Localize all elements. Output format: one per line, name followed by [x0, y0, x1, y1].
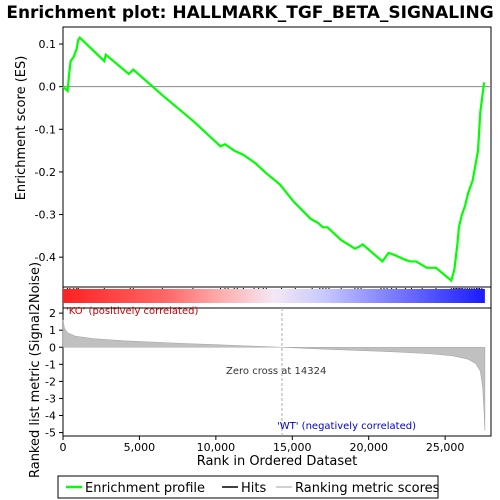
es-panel: 0.1 0.0 -0.1 -0.2 -0.3 -0.4 — [35, 26, 492, 288]
enrichment-profile-line — [62, 35, 486, 283]
zero-cross-annotation: Zero cross at 14324 — [226, 366, 326, 377]
metric-panel-frame — [62, 307, 492, 437]
x-axis-title: Rank in Ordered Dataset — [197, 454, 358, 469]
x-tick-label: 20,000 — [349, 441, 388, 454]
es-y-tick-label: 0.1 — [39, 38, 57, 51]
metric-y-tick-label: -3 — [45, 392, 56, 405]
x-tick-label: 0 — [60, 441, 67, 454]
es-y-axis-title: Enrichment score (ES) — [14, 56, 29, 201]
legend-label-enrichment-profile: Enrichment profile — [85, 481, 205, 496]
metric-panel: 2 1 0 -1 -2 -3 -4 -5 'KO' (positively correlate… — [45, 306, 492, 440]
x-tick-label: 5,000 — [124, 441, 156, 454]
metric-y-axis-title: Ranked list metric (Signal2Noise) — [28, 262, 43, 478]
rank-color-bar — [63, 289, 485, 303]
x-tick-label: 10,000 — [197, 441, 236, 454]
x-tick-label: 25,000 — [426, 441, 465, 454]
metric-y-tick-label: 2 — [49, 307, 56, 320]
es-panel-frame — [62, 26, 492, 288]
metric-y-tick-label: -4 — [45, 410, 56, 423]
metric-y-tick-label: 1 — [49, 324, 56, 337]
x-axis-ticks: 0 5,000 10,000 15,000 20,000 25,000 — [60, 436, 465, 454]
metric-y-tick-label: -2 — [45, 375, 56, 388]
ko-annotation: 'KO' (positively correlated) — [66, 306, 198, 317]
wt-annotation: 'WT' (negatively correlated) — [277, 421, 416, 432]
legend: Enrichment profile Hits Ranking metric s… — [57, 475, 440, 499]
es-y-tick-label: -0.3 — [35, 209, 56, 222]
es-y-tick-label: 0.0 — [39, 81, 57, 94]
legend-label-hits: Hits — [241, 481, 266, 496]
es-y-tick-label: -0.4 — [35, 251, 56, 264]
metric-y-tick-label: -5 — [45, 427, 56, 440]
chart-title: Enrichment plot: HALLMARK_TGF_BETA_SIGNA… — [6, 3, 493, 23]
x-tick-label: 15,000 — [273, 441, 312, 454]
es-y-tick-label: -0.2 — [35, 166, 56, 179]
metric-y-tick-label: -1 — [45, 358, 56, 371]
ranking-metric-area — [62, 319, 486, 431]
legend-label-ranking-metric: Ranking metric scores — [295, 481, 440, 496]
es-y-ticks: 0.1 0.0 -0.1 -0.2 -0.3 -0.4 — [35, 38, 63, 264]
metric-y-tick-label: 0 — [49, 341, 56, 354]
metric-y-ticks: 2 1 0 -1 -2 -3 -4 -5 — [45, 307, 63, 440]
legend-frame — [57, 475, 439, 499]
es-y-tick-label: -0.1 — [35, 123, 56, 136]
